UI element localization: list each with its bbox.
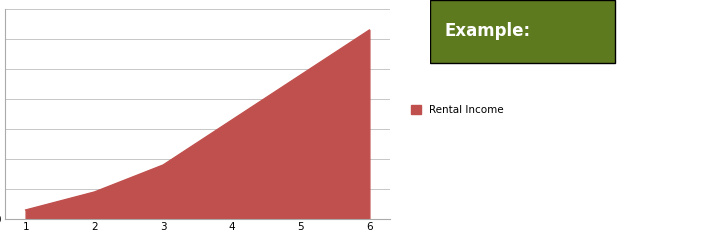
Legend: Rental Income: Rental Income <box>411 105 504 115</box>
Text: a month, each year over 6-: a month, each year over 6- <box>445 138 634 152</box>
Text: Example:: Example: <box>445 22 531 40</box>
Text: 50.00: 50.00 <box>604 73 666 91</box>
Text: years: years <box>445 191 483 205</box>
Text: Raising RENTS just $: Raising RENTS just $ <box>445 77 589 91</box>
FancyBboxPatch shape <box>430 0 614 63</box>
